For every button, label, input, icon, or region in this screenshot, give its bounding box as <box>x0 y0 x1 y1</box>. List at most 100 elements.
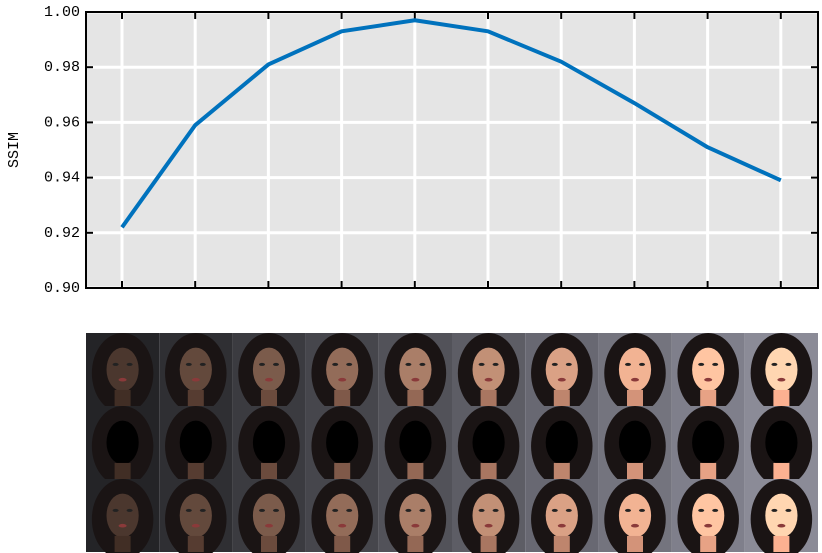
axes-box <box>85 11 819 289</box>
eye <box>771 362 778 366</box>
neck <box>334 389 351 406</box>
mouth <box>631 523 639 528</box>
face <box>692 420 725 465</box>
face <box>252 420 286 465</box>
face <box>765 493 798 538</box>
mouth <box>704 523 713 528</box>
eye <box>332 362 339 366</box>
neck <box>627 535 643 552</box>
face <box>399 493 432 538</box>
eye <box>185 362 192 366</box>
neck <box>261 535 277 552</box>
mouth <box>338 377 347 382</box>
face <box>326 347 359 392</box>
face <box>399 347 432 392</box>
neck <box>480 462 497 479</box>
face <box>179 420 212 465</box>
y-tick-label: 1.00 <box>44 4 80 21</box>
mouth <box>484 377 493 382</box>
eye <box>126 362 133 366</box>
eye <box>346 362 353 366</box>
eye <box>771 508 778 512</box>
neck <box>114 535 131 552</box>
mouth <box>338 523 347 528</box>
eye <box>199 508 206 512</box>
eye <box>273 508 279 512</box>
neck <box>334 535 351 552</box>
eye <box>405 508 412 512</box>
eye <box>698 362 705 366</box>
face <box>106 347 139 392</box>
neck <box>407 389 424 406</box>
neck <box>553 389 570 406</box>
face <box>618 493 652 538</box>
image-grid <box>86 333 818 553</box>
mouth <box>557 523 566 528</box>
mouth <box>118 523 127 528</box>
eye <box>492 508 499 512</box>
neck <box>700 535 717 552</box>
mouth <box>777 377 786 382</box>
line <box>120 18 782 229</box>
mouth <box>191 523 200 528</box>
eye <box>112 362 119 366</box>
y-tick-label: 0.92 <box>44 225 80 242</box>
face <box>326 493 359 538</box>
neck <box>773 389 790 406</box>
eye <box>199 362 206 366</box>
face <box>106 493 139 538</box>
mouth <box>631 377 639 382</box>
eye <box>126 508 133 512</box>
eye <box>492 362 499 366</box>
neck <box>114 389 131 406</box>
eye <box>332 508 339 512</box>
neck <box>480 535 497 552</box>
face <box>472 347 505 392</box>
face <box>252 347 286 392</box>
eye <box>273 362 279 366</box>
face <box>399 420 432 465</box>
neck <box>700 389 717 406</box>
neck <box>187 462 204 479</box>
eye <box>478 508 485 512</box>
neck <box>187 389 204 406</box>
y-tick-label: 0.96 <box>44 114 80 131</box>
mouth <box>411 377 420 382</box>
eye <box>346 508 353 512</box>
face <box>765 347 798 392</box>
mouth <box>704 377 713 382</box>
eye <box>625 508 631 512</box>
neck <box>334 462 351 479</box>
neck <box>627 389 643 406</box>
face <box>692 347 725 392</box>
face <box>545 493 578 538</box>
mouth <box>191 377 200 382</box>
face <box>545 347 578 392</box>
eye <box>565 362 572 366</box>
face <box>618 420 652 465</box>
neck <box>627 462 643 479</box>
face <box>106 420 139 465</box>
y-tick-label: 0.90 <box>44 280 80 297</box>
mouth <box>265 377 273 382</box>
face <box>179 347 212 392</box>
neck <box>773 462 790 479</box>
neck <box>187 535 204 552</box>
neck <box>553 462 570 479</box>
neck <box>407 535 424 552</box>
eye <box>259 362 265 366</box>
mouth <box>411 523 420 528</box>
face <box>472 493 505 538</box>
eye <box>639 362 645 366</box>
face <box>472 420 505 465</box>
eye <box>712 362 719 366</box>
mouth <box>265 523 273 528</box>
eye <box>185 508 192 512</box>
eye <box>785 508 792 512</box>
neck <box>773 535 790 552</box>
plot-area <box>86 12 818 288</box>
neck <box>114 462 131 479</box>
eye <box>419 508 426 512</box>
face <box>545 420 578 465</box>
